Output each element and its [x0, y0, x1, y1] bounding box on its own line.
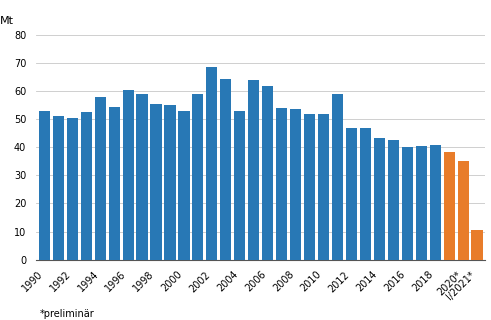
- Bar: [360, 128, 371, 260]
- Bar: [67, 118, 78, 260]
- Bar: [471, 230, 483, 260]
- Bar: [248, 80, 259, 260]
- Bar: [109, 107, 120, 260]
- Bar: [318, 114, 329, 260]
- Bar: [374, 138, 385, 260]
- Bar: [81, 112, 92, 260]
- Bar: [136, 94, 148, 260]
- Bar: [95, 97, 106, 260]
- Bar: [39, 111, 50, 260]
- Bar: [443, 152, 455, 260]
- Bar: [402, 147, 413, 260]
- Bar: [416, 146, 427, 260]
- Bar: [123, 90, 134, 260]
- Bar: [276, 108, 287, 260]
- Bar: [150, 104, 162, 260]
- Bar: [164, 105, 176, 260]
- Bar: [220, 78, 231, 260]
- Bar: [53, 116, 64, 260]
- Bar: [430, 145, 441, 260]
- Bar: [234, 111, 246, 260]
- Bar: [304, 114, 315, 260]
- Text: *preliminär: *preliminär: [39, 309, 94, 319]
- Bar: [178, 111, 190, 260]
- Bar: [192, 94, 203, 260]
- Bar: [290, 109, 301, 260]
- Bar: [458, 161, 469, 260]
- Bar: [262, 85, 273, 260]
- Bar: [346, 128, 357, 260]
- Bar: [206, 67, 218, 260]
- Text: Mt: Mt: [0, 16, 14, 26]
- Bar: [332, 94, 343, 260]
- Bar: [388, 140, 399, 260]
